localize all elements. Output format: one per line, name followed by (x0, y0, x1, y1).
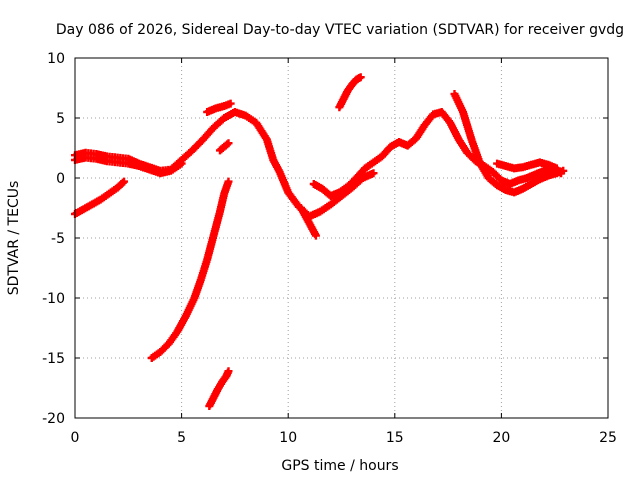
data-point (369, 169, 378, 178)
y-tick-label: -5 (51, 231, 65, 247)
x-tick-label: 25 (599, 430, 617, 446)
series-track-a (71, 108, 378, 221)
data-point (177, 159, 186, 168)
y-tick-label: 5 (56, 111, 65, 127)
data-point (224, 367, 233, 376)
plot-frame (74, 57, 609, 419)
series-track-h (335, 73, 365, 112)
series-track-l (493, 158, 561, 173)
series-track-f (215, 139, 233, 155)
x-tick-label: 0 (71, 430, 80, 446)
data-point (224, 177, 233, 186)
axis-ticks: 0 5 10 15 20 25 -20 -15 -10 -5 0 5 10 (42, 51, 617, 446)
series-track-g (203, 99, 235, 116)
y-tick-label: 0 (56, 171, 65, 187)
data-point (356, 73, 365, 82)
y-axis-label: SDTVAR / TECUs (6, 181, 22, 296)
x-axis-label: GPS time / hours (281, 458, 398, 474)
x-tick-label: 10 (279, 430, 297, 446)
y-tick-label: 10 (47, 51, 65, 67)
y-tick-label: -20 (42, 411, 65, 427)
data-point (311, 231, 320, 240)
series-track-e (205, 367, 233, 410)
x-tick-label: 5 (177, 430, 186, 446)
y-tick-label: -15 (42, 351, 65, 367)
series-track-b (71, 153, 186, 178)
data-point (224, 139, 233, 148)
data-point (552, 164, 561, 173)
series-track-k (450, 90, 568, 197)
grid-lines (75, 58, 608, 418)
series-track-c (71, 177, 129, 218)
x-tick-label: 15 (386, 430, 404, 446)
data-points (71, 73, 568, 410)
series-track-i (296, 204, 320, 240)
y-tick-label: -10 (42, 291, 65, 307)
data-point (120, 177, 129, 186)
data-point (559, 166, 568, 175)
series-track-d (147, 177, 233, 362)
x-tick-label: 20 (492, 430, 510, 446)
chart-title: Day 086 of 2026, Sidereal Day-to-day VTE… (56, 22, 624, 38)
data-point (226, 99, 235, 108)
